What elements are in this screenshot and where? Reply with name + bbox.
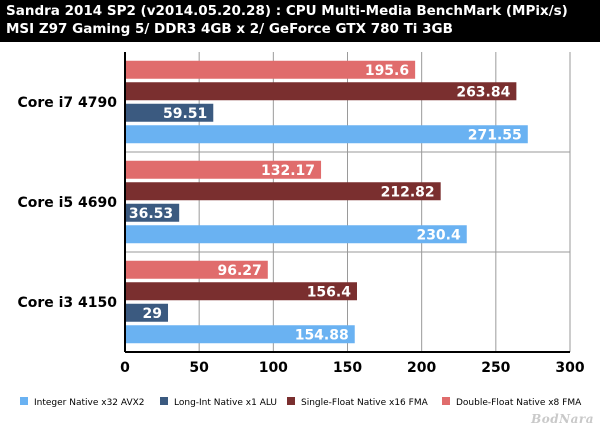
x-tick-label: 200 <box>407 360 436 376</box>
bar-value-label: 154.88 <box>295 327 349 343</box>
legend-swatch <box>442 397 450 405</box>
bar-value-label: 36.53 <box>129 206 173 222</box>
x-tick-label: 300 <box>555 360 584 376</box>
bar-value-label: 212.82 <box>381 184 435 200</box>
watermark-logo: BodNara <box>531 412 594 426</box>
bar-value-label: 195.6 <box>365 63 409 79</box>
bar <box>125 282 357 301</box>
legend-swatch <box>160 397 168 405</box>
bar-value-label: 156.4 <box>307 284 352 300</box>
bar <box>125 203 180 222</box>
bar <box>125 82 517 101</box>
bar <box>125 225 467 244</box>
bar <box>125 160 322 179</box>
chart-title: Sandra 2014 SP2 (v2014.05.20.28) : CPU M… <box>6 3 568 19</box>
x-tick-label: 150 <box>333 360 362 376</box>
legend-label: Single-Float Native x16 FMA <box>301 398 429 408</box>
bar-value-label: 29 <box>143 306 162 322</box>
x-tick-label: 250 <box>481 360 510 376</box>
category-label: Core i3 4150 <box>17 295 117 311</box>
bar <box>125 182 441 201</box>
bar-value-label: 96.27 <box>218 263 262 279</box>
bar <box>125 260 268 279</box>
legend-swatch <box>287 397 295 405</box>
category-label: Core i7 4790 <box>17 95 117 111</box>
x-tick-label: 100 <box>259 360 288 376</box>
legend-label: Long-Int Native x1 ALU <box>174 398 277 408</box>
bar <box>125 125 528 144</box>
chart-title-banner: Sandra 2014 SP2 (v2014.05.20.28) : CPU M… <box>0 0 600 42</box>
bar-value-label: 59.51 <box>163 106 207 122</box>
x-tick-label: 50 <box>189 360 209 376</box>
legend-label: Integer Native x32 AVX2 <box>34 398 145 408</box>
bar-value-label: 230.4 <box>416 227 461 243</box>
bar-value-label: 271.55 <box>468 127 522 143</box>
category-label: Core i5 4690 <box>17 195 117 211</box>
bar-value-label: 132.17 <box>261 163 315 179</box>
legend-swatch <box>20 397 28 405</box>
bar <box>125 325 355 344</box>
bar <box>125 103 214 122</box>
bar <box>125 60 416 79</box>
chart-subtitle: MSI Z97 Gaming 5/ DDR3 4GB x 2/ GeForce … <box>6 21 453 37</box>
bar-value-label: 263.84 <box>456 84 510 100</box>
x-tick-label: 0 <box>120 360 130 376</box>
legend-label: Double-Float Native x8 FMA <box>456 398 582 408</box>
bar <box>125 303 169 322</box>
